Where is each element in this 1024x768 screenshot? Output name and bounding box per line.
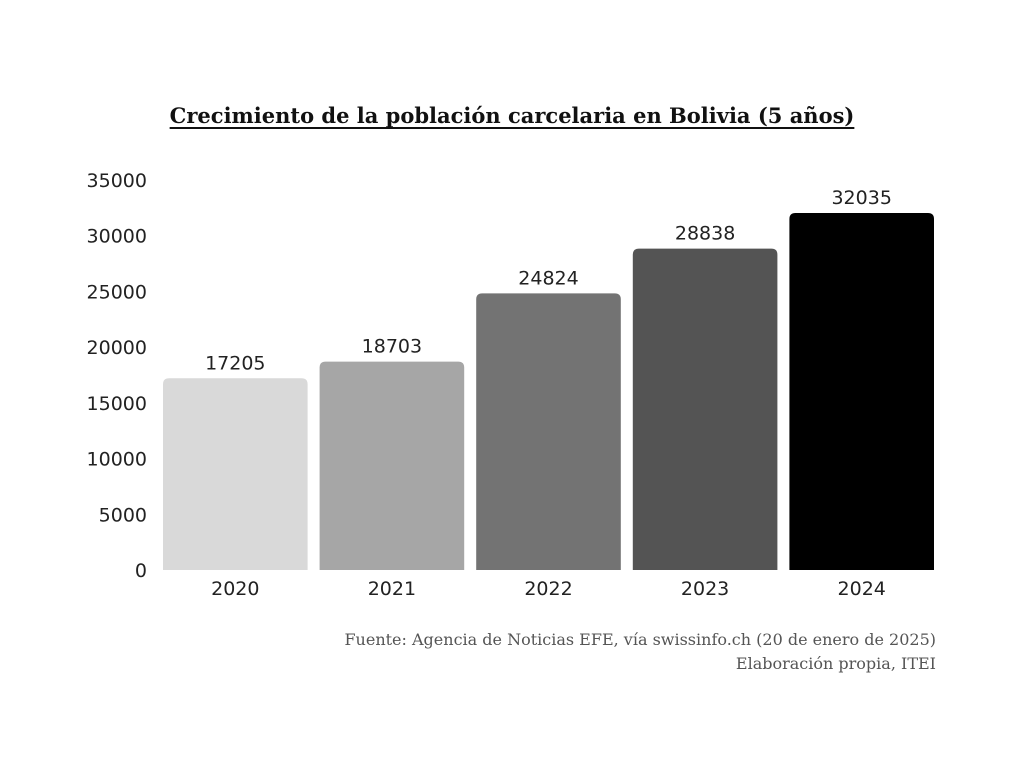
y-tick-label: 10000	[87, 449, 147, 471]
y-tick-label: 25000	[87, 281, 147, 303]
chart-title: Crecimiento de la población carcelaria e…	[169, 103, 855, 128]
bar-2020	[163, 378, 308, 570]
source-note: Fuente: Agencia de Noticias EFE, vía swi…	[344, 628, 936, 676]
x-tick-label-2024: 2024	[838, 578, 886, 600]
bar-2021	[319, 361, 465, 570]
y-tick-label: 35000	[87, 170, 147, 192]
x-tick-label-2020: 2020	[211, 578, 259, 600]
x-tick-label-2023: 2023	[681, 578, 729, 600]
source-line: Fuente: Agencia de Noticias EFE, vía swi…	[344, 630, 936, 649]
y-tick-label: 5000	[99, 504, 147, 526]
value-label-2022: 24824	[518, 267, 578, 289]
x-axis: 2020 2021 2022 2023 2024	[211, 578, 886, 600]
x-tick-label-2022: 2022	[524, 578, 572, 600]
value-label-2023: 28838	[675, 223, 735, 245]
bar-2022	[476, 293, 621, 570]
value-label-2021: 18703	[362, 336, 422, 358]
x-tick-label-2021: 2021	[368, 578, 416, 600]
y-axis: 0 5000 10000 15000 20000 25000 30000 35000	[87, 170, 147, 582]
value-label-2024: 32035	[831, 187, 891, 209]
bar-2024	[789, 213, 934, 570]
credit-line: Elaboración propia, ITEI	[735, 654, 936, 673]
bars-group	[163, 213, 934, 570]
bar-2023	[632, 248, 778, 570]
y-tick-label: 0	[135, 560, 147, 582]
y-tick-label: 15000	[87, 393, 147, 415]
value-labels-group: 17205 18703 24824 28838 32035	[205, 187, 892, 374]
y-tick-label: 20000	[87, 337, 147, 359]
y-tick-label: 30000	[87, 226, 147, 248]
value-label-2020: 17205	[205, 352, 265, 374]
